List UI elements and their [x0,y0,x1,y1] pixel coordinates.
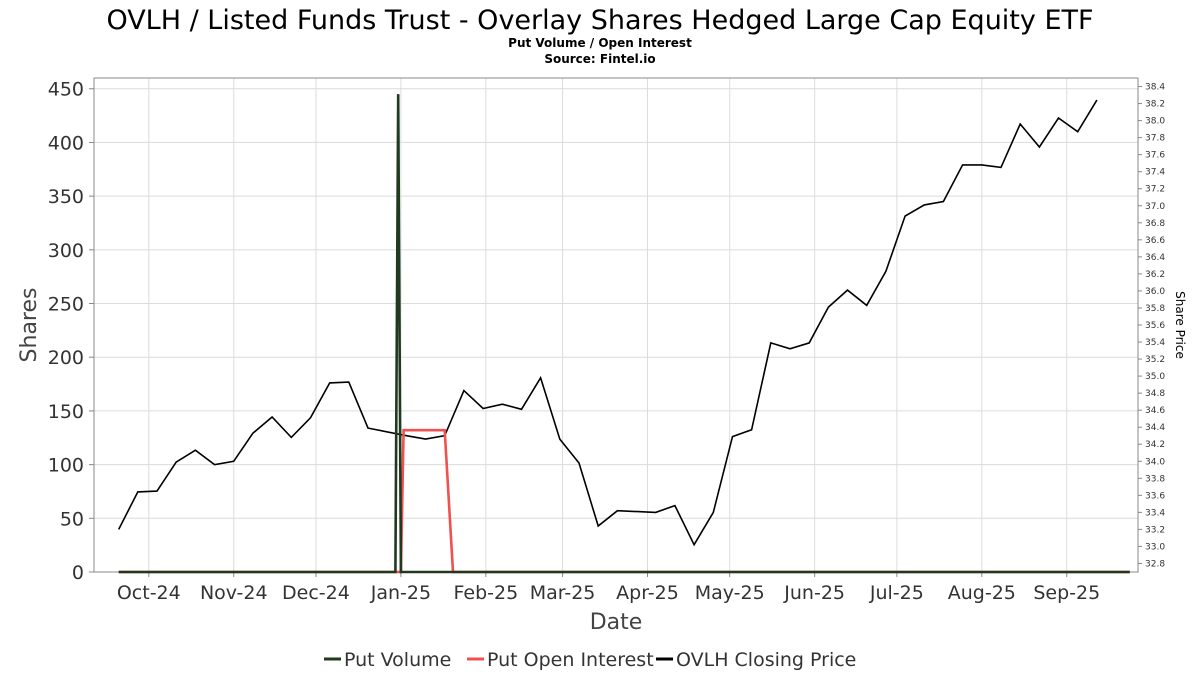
y2-tick-label: 38.2 [1145,100,1165,110]
y-axis-label: Shares [17,288,42,363]
y2-tick-label: 37.6 [1145,151,1165,161]
x-tick-label: Jan-25 [370,582,431,604]
x-tick-label: Sep-25 [1033,582,1100,604]
y2-tick-label: 38.4 [1145,83,1165,93]
y2-tick-label: 35.2 [1145,355,1165,365]
x-tick-label: Oct-24 [117,582,181,604]
y2-tick-label: 37.0 [1145,202,1165,212]
y-tick-label: 200 [48,347,84,369]
y-tick-label: 300 [48,240,84,262]
y2-tick-label: 36.4 [1145,253,1165,263]
y2-tick-label: 35.8 [1145,304,1165,314]
y2-tick-label: 34.6 [1145,406,1165,416]
y2-tick-label: 34.0 [1145,457,1165,467]
y2-tick-label: 32.8 [1145,559,1165,569]
y2-axis-label: Share Price [1173,291,1187,359]
y-axis-ticks: 0 50 100 150 200 250 300 350 400 450 [48,79,94,584]
series [117,94,1130,574]
y2-tick-label: 37.8 [1145,134,1165,144]
x-tick-label: Nov-24 [200,582,268,604]
legend-label: Put Open Interest [487,649,654,671]
y-tick-label: 450 [48,79,84,101]
x-tick-label: Jun-25 [783,582,845,604]
y-tick-label: 0 [72,562,84,584]
y2-tick-label: 34.4 [1145,423,1165,433]
chart-subtitle: Put Volume / Open Interest [508,36,692,50]
y-tick-label: 100 [48,455,84,477]
y2-tick-label: 37.2 [1145,185,1165,195]
x-tick-label: Jul-25 [869,582,924,604]
x-tick-label: May-25 [695,582,765,604]
y2-tick-label: 35.0 [1145,372,1165,382]
x-tick-label: Aug-25 [948,582,1016,604]
x-tick-label: Apr-25 [616,582,679,604]
y2-tick-label: 34.2 [1145,440,1165,450]
x-tick-label: Feb-25 [453,582,518,604]
x-tick-label: Mar-25 [530,582,596,604]
y2-tick-label: 33.2 [1145,525,1165,535]
x-axis-ticks: Oct-24 Nov-24 Dec-24 Jan-25 Feb-25 Mar-25 Apr-… [117,572,1100,604]
y-tick-label: 400 [48,132,84,154]
y2-tick-label: 33.6 [1145,491,1165,501]
y2-tick-label: 36.8 [1145,219,1165,229]
series-line-put-volume [118,94,1130,574]
chart-source: Source: Fintel.io [544,52,655,66]
y-tick-label: 350 [48,186,84,208]
series-line-put-open-interest [118,428,1130,574]
y2-tick-label: 37.4 [1145,168,1165,178]
y2-tick-label: 34.8 [1145,389,1165,399]
legend-label: OVLH Closing Price [676,649,856,671]
y2-tick-label: 33.8 [1145,474,1165,484]
legend: Put Volume Put Open Interest OVLH Closing … [324,649,856,671]
y2-tick-label: 33.4 [1145,508,1165,518]
y2-tick-label: 35.4 [1145,338,1165,348]
y-tick-label: 50 [60,508,84,530]
chart-title: OVLH / Listed Funds Trust - Overlay Shar… [106,5,1093,36]
y2-tick-label: 33.0 [1145,542,1165,552]
legend-label: Put Volume [344,649,451,671]
y-tick-label: 150 [48,401,84,423]
y2-tick-label: 35.6 [1145,321,1165,331]
y2-tick-label: 36.6 [1145,236,1165,246]
y2-tick-label: 36.0 [1145,287,1165,297]
y-tick-label: 250 [48,294,84,316]
y2-tick-label: 36.2 [1145,270,1165,280]
x-tick-label: Dec-24 [282,582,350,604]
y2-axis-ticks: 32.8 33.0 33.2 33.4 33.6 33.8 34.0 34.2 34.4 34.6… [1138,83,1165,569]
grid [94,78,1138,573]
x-axis-label: Date [590,610,643,635]
y2-tick-label: 38.0 [1145,117,1165,127]
series-line-ovlh-closing-price [117,99,1098,547]
